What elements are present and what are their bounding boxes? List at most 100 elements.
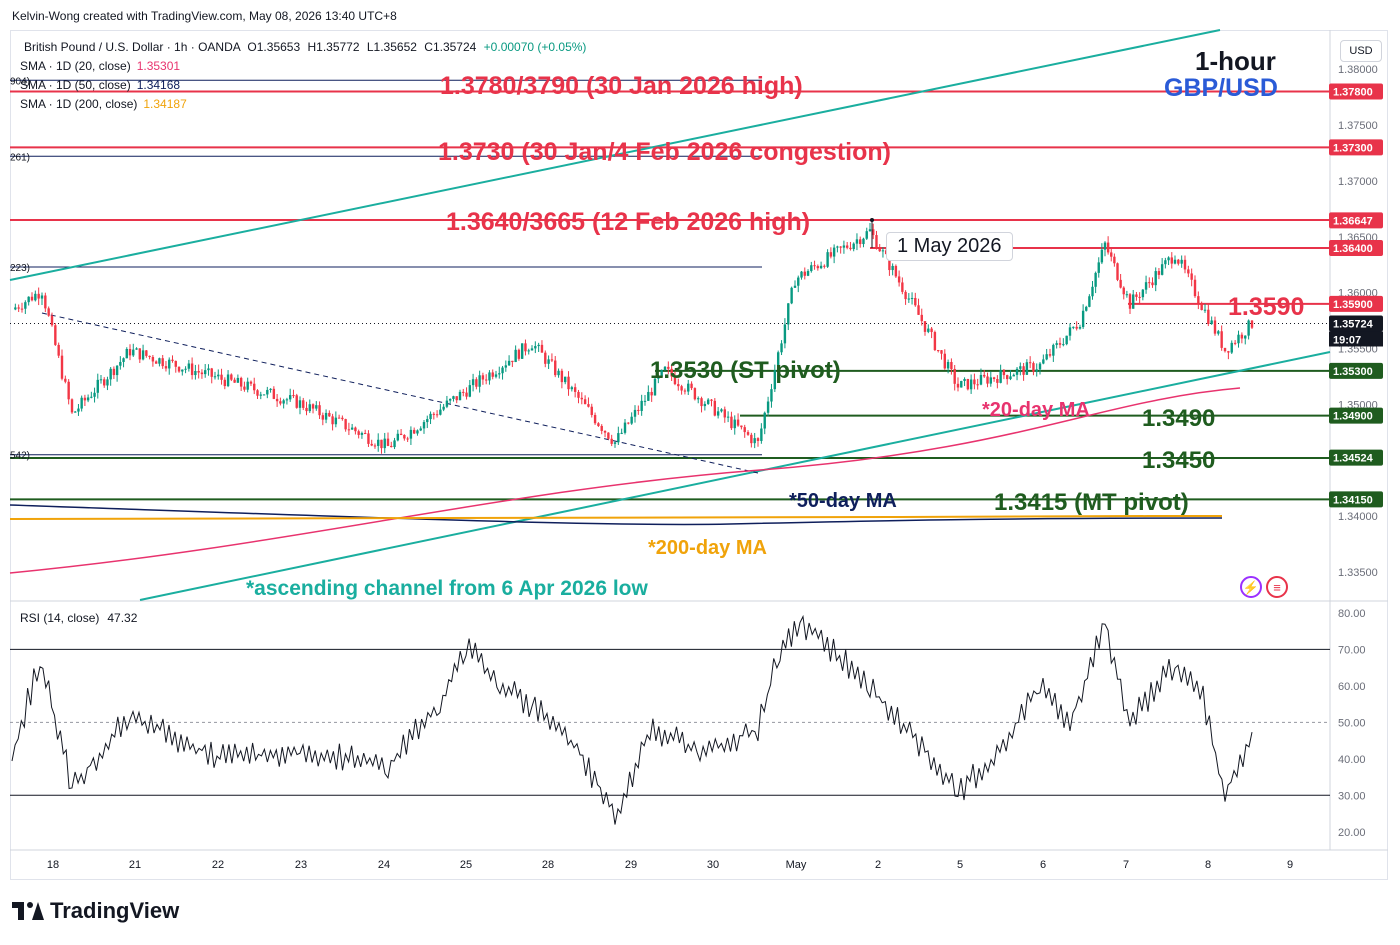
candle-body bbox=[992, 377, 996, 380]
candle-body bbox=[527, 350, 530, 352]
ma50-label: *50-day MA bbox=[789, 490, 897, 512]
candle-body bbox=[763, 412, 766, 429]
candle-body bbox=[969, 379, 973, 390]
candle-body bbox=[1230, 342, 1233, 353]
candle-body bbox=[337, 417, 341, 419]
price-label-box bbox=[1329, 491, 1383, 508]
candle-body bbox=[540, 344, 544, 353]
candle-body bbox=[141, 350, 145, 360]
candle-body bbox=[657, 376, 660, 379]
candle-body bbox=[37, 293, 40, 299]
candle-body bbox=[106, 379, 109, 386]
candle-body bbox=[20, 308, 24, 310]
candle-body bbox=[177, 366, 181, 372]
candle-body bbox=[442, 406, 445, 410]
candle-body bbox=[354, 427, 357, 432]
candle-body bbox=[690, 383, 693, 389]
candle-body bbox=[115, 365, 119, 376]
candle-body bbox=[275, 398, 279, 402]
us-flag-icon[interactable]: ≡ bbox=[1266, 576, 1288, 598]
candle-body bbox=[845, 245, 849, 248]
candle-body bbox=[816, 266, 820, 269]
candle-body bbox=[930, 328, 933, 333]
candle-body bbox=[57, 344, 60, 356]
candle-body bbox=[458, 391, 462, 401]
candle-body bbox=[93, 392, 96, 397]
indicator-icons[interactable]: ⚡ ≡ bbox=[1240, 576, 1288, 598]
candle-body bbox=[872, 229, 875, 236]
candle-body bbox=[54, 325, 57, 345]
candle-body bbox=[1160, 264, 1164, 275]
candle-body bbox=[1100, 249, 1104, 263]
x-tick-label: 24 bbox=[378, 859, 390, 871]
candle-body bbox=[960, 380, 963, 388]
rsi-label: RSI (14, close) bbox=[20, 611, 100, 625]
sma50-row[interactable]: SMA · 1D (50, close) 1.34168 bbox=[20, 76, 586, 95]
timeframe-title: 1-hour bbox=[1195, 46, 1276, 76]
candle-body bbox=[259, 394, 262, 396]
candle-body bbox=[517, 349, 521, 359]
candle-body bbox=[1038, 363, 1042, 370]
candle-body bbox=[465, 392, 468, 397]
candle-body bbox=[1213, 320, 1217, 334]
candle-body bbox=[403, 434, 406, 439]
chart-legend: British Pound / U.S. Dollar · 1h · OANDA… bbox=[20, 38, 586, 114]
candle-body bbox=[920, 314, 923, 322]
candle-body bbox=[1244, 335, 1247, 339]
candle-body bbox=[852, 243, 855, 250]
candle-body bbox=[943, 353, 946, 369]
candle-body bbox=[360, 433, 364, 435]
candle-body bbox=[613, 442, 617, 444]
candle-body bbox=[667, 366, 670, 369]
candle-body bbox=[220, 374, 223, 380]
candle-body bbox=[1068, 327, 1072, 336]
candle-body bbox=[520, 343, 524, 359]
candle-body bbox=[282, 400, 285, 404]
candle-body bbox=[86, 397, 90, 401]
resistance-4-label: 1.3590 bbox=[1228, 293, 1305, 321]
candle-body bbox=[406, 438, 409, 440]
price-label-box bbox=[1329, 295, 1383, 312]
candle-body bbox=[501, 367, 504, 374]
candle-body bbox=[643, 400, 647, 402]
candle-body bbox=[223, 379, 227, 387]
x-tick-label: May bbox=[786, 859, 807, 871]
candle-body bbox=[937, 350, 940, 352]
price-label-box bbox=[1329, 139, 1383, 156]
candle-body bbox=[321, 415, 325, 420]
candle-body bbox=[593, 414, 597, 424]
x-tick-label: 6 bbox=[1040, 859, 1046, 871]
candle-body bbox=[560, 370, 564, 383]
candle-body bbox=[83, 397, 87, 401]
candle-body bbox=[478, 375, 481, 387]
candle-body bbox=[923, 321, 927, 332]
candle-body bbox=[1052, 344, 1055, 356]
candle-body bbox=[1028, 362, 1032, 364]
candle-body bbox=[1015, 368, 1019, 375]
candle-body bbox=[47, 308, 50, 316]
candle-body bbox=[720, 409, 723, 412]
candle-body bbox=[750, 434, 753, 444]
candle-body bbox=[154, 361, 158, 364]
candle-body bbox=[272, 388, 276, 399]
tradingview-logo: TradingView bbox=[12, 898, 179, 924]
candle-body bbox=[547, 359, 550, 364]
candle-body bbox=[683, 390, 687, 392]
candle-body bbox=[1085, 306, 1088, 311]
candle-body bbox=[96, 379, 99, 393]
candle-body bbox=[1022, 366, 1025, 375]
candle-body bbox=[236, 377, 240, 383]
currency-button[interactable]: USD bbox=[1340, 40, 1382, 62]
candle-body bbox=[633, 409, 637, 417]
candle-body bbox=[557, 370, 560, 376]
lightning-icon[interactable]: ⚡ bbox=[1240, 576, 1262, 598]
channel-label: *ascending channel from 6 Apr 2026 low bbox=[246, 577, 648, 600]
mt-pivot-label: 1.3415 (MT pivot) bbox=[994, 489, 1189, 516]
candle-body bbox=[1002, 370, 1006, 376]
candle-body bbox=[1113, 256, 1116, 264]
candle-body bbox=[1122, 287, 1125, 295]
fib-level-label: 223) bbox=[10, 263, 30, 274]
sma20-row[interactable]: SMA · 1D (20, close) 1.35301 bbox=[20, 57, 586, 76]
sma200-row[interactable]: SMA · 1D (200, close) 1.34187 bbox=[20, 95, 586, 114]
